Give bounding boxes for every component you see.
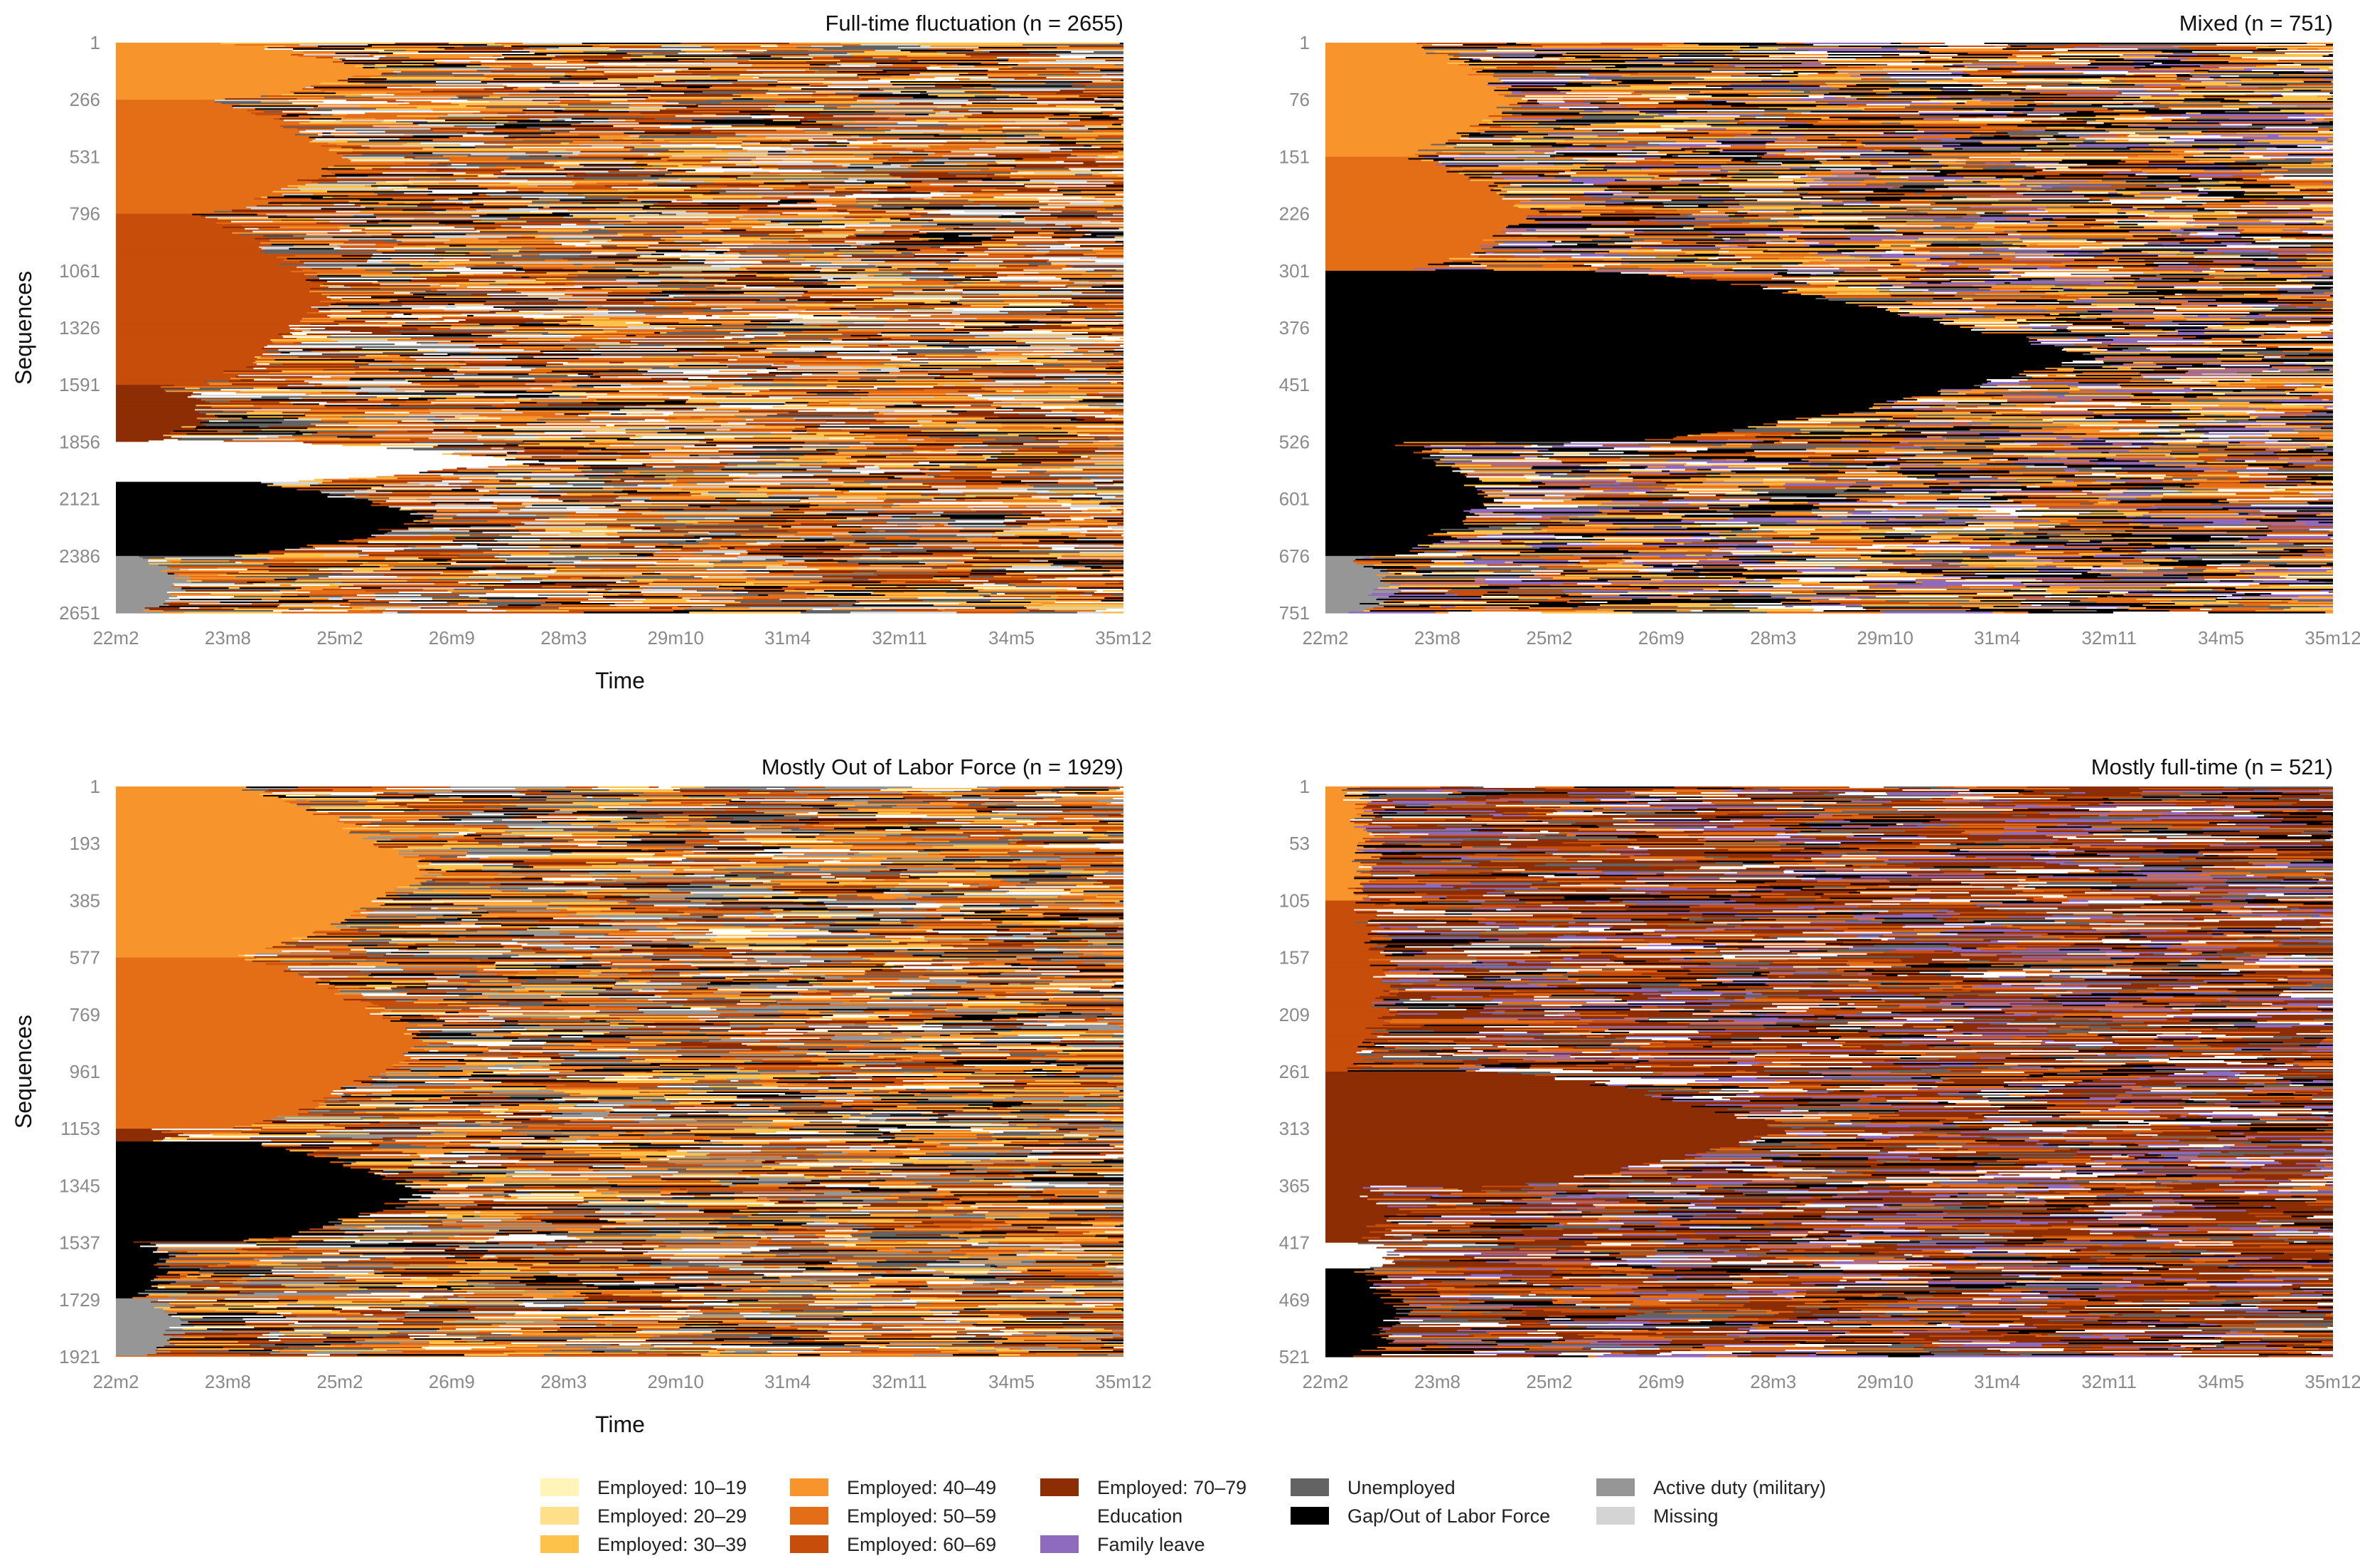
panel-1: Full-time fluctuation (n = 2655)12665317… <box>11 11 1152 693</box>
